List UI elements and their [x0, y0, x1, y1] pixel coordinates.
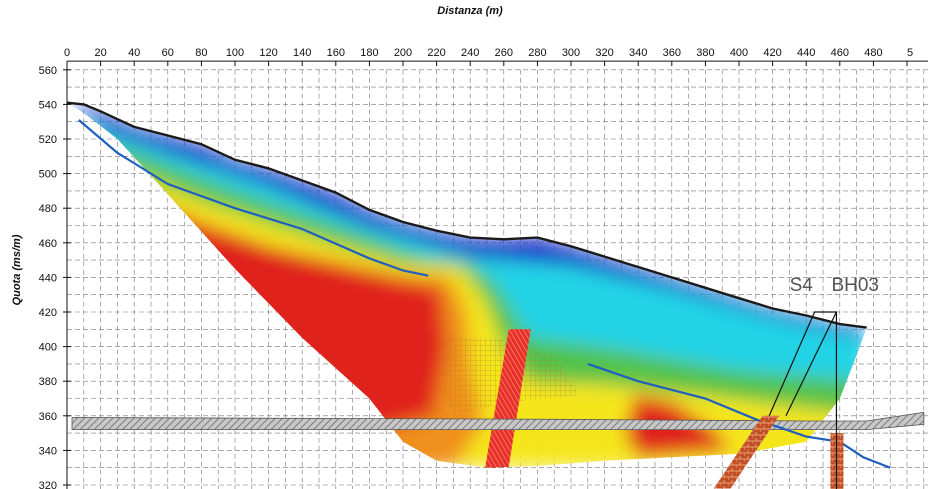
y-tick-label: 560	[39, 65, 57, 77]
x-tick-label: 180	[360, 47, 378, 59]
borehole-label-BH03: BH03	[831, 275, 879, 296]
axes: 0 20 40 60 80 100 120 140 160 180 200 220 240 260 280 3…	[39, 47, 928, 489]
x-tick-label: 440	[797, 47, 815, 59]
x-tick-label: 120	[259, 47, 277, 59]
tunnel-band-fill	[71, 411, 925, 431]
y-tick-label: 320	[39, 480, 57, 489]
x-tick-label: 280	[528, 47, 546, 59]
x-tick-label: 400	[730, 47, 748, 59]
velocity-color-fill	[67, 102, 867, 468]
y-tick-label: 540	[39, 99, 57, 111]
y-tick-label: 520	[39, 134, 57, 146]
x-tick-label: 80	[195, 47, 207, 59]
x-tick-label: 340	[629, 47, 647, 59]
borehole-S4-trace	[713, 415, 780, 489]
x-tick-label: 220	[427, 47, 445, 59]
x-tick-label: 0	[64, 47, 70, 59]
borehole-S4-outline	[768, 311, 838, 417]
y-tick-label: 460	[39, 238, 57, 250]
x-tick-label: 480	[864, 47, 882, 59]
x-tick-label: 360	[663, 47, 681, 59]
fault-zone-hatched	[483, 329, 531, 468]
x-tick-label: 380	[696, 47, 714, 59]
topography-line	[66, 101, 867, 329]
x-tick-label: 300	[562, 47, 580, 59]
velocity-overlays	[440, 329, 580, 468]
x-tick-label: 20	[94, 47, 106, 59]
y-tick-label: 440	[39, 272, 57, 284]
x-axis-title: Distanza (m)	[437, 5, 503, 17]
x-tick-label: 100	[226, 47, 244, 59]
x-tick-label: 140	[293, 47, 311, 59]
x-tick-label: 320	[595, 47, 613, 59]
x-tick-label: 60	[162, 47, 174, 59]
y-tick-label: 500	[39, 169, 57, 181]
y-tick-label: 480	[39, 203, 57, 215]
y-axis-title: Quota (ms/m)	[11, 234, 23, 305]
x-tick-label: 240	[461, 47, 479, 59]
y-tick-label: 400	[39, 342, 57, 354]
profile-lines	[66, 101, 891, 469]
y-tick-label: 340	[39, 445, 57, 457]
interface-line-upper	[78, 119, 429, 277]
y-tick-label: 420	[39, 307, 57, 319]
y-tick-label: 380	[39, 376, 57, 388]
y-tick-label: 360	[39, 411, 57, 423]
x-tick-label: 40	[128, 47, 140, 59]
x-tick-label: 420	[763, 47, 781, 59]
x-tick-label: 160	[327, 47, 345, 59]
borehole-label-S4: S4	[790, 275, 814, 296]
x-tick-label: 5	[907, 47, 913, 59]
x-tick-label: 460	[831, 47, 849, 59]
boreholes: S4 BH03	[713, 275, 879, 489]
x-tick-label: 200	[394, 47, 412, 59]
x-tick-label: 260	[495, 47, 513, 59]
interface-line-lower	[587, 362, 891, 469]
tunnel-band	[71, 411, 925, 431]
